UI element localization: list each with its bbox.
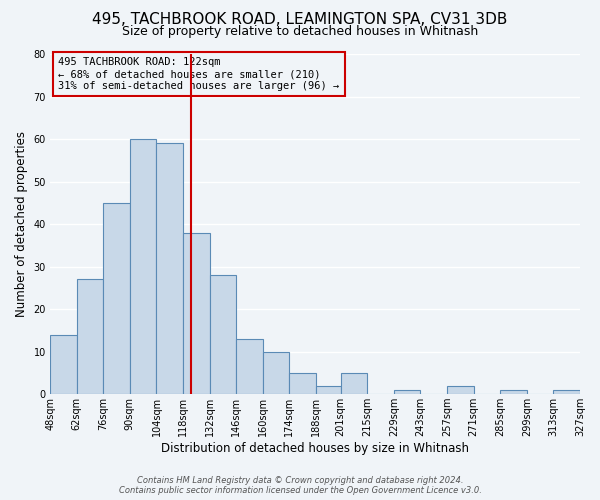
- Bar: [77, 280, 103, 394]
- Bar: [157, 144, 183, 394]
- Text: Size of property relative to detached houses in Whitnash: Size of property relative to detached ho…: [122, 25, 478, 38]
- Bar: [500, 390, 527, 394]
- Bar: [263, 352, 289, 394]
- Bar: [103, 203, 130, 394]
- Text: Contains HM Land Registry data © Crown copyright and database right 2024.
Contai: Contains HM Land Registry data © Crown c…: [119, 476, 481, 495]
- Bar: [236, 339, 263, 394]
- Text: 495, TACHBROOK ROAD, LEAMINGTON SPA, CV31 3DB: 495, TACHBROOK ROAD, LEAMINGTON SPA, CV3…: [92, 12, 508, 28]
- Bar: [341, 373, 367, 394]
- X-axis label: Distribution of detached houses by size in Whitnash: Distribution of detached houses by size …: [161, 442, 469, 455]
- Y-axis label: Number of detached properties: Number of detached properties: [15, 131, 28, 317]
- Bar: [394, 390, 421, 394]
- Bar: [316, 386, 341, 394]
- Bar: [553, 390, 580, 394]
- Text: 495 TACHBROOK ROAD: 122sqm
← 68% of detached houses are smaller (210)
31% of sem: 495 TACHBROOK ROAD: 122sqm ← 68% of deta…: [58, 58, 339, 90]
- Bar: [289, 373, 316, 394]
- Bar: [130, 139, 157, 394]
- Bar: [50, 334, 77, 394]
- Bar: [183, 232, 209, 394]
- Bar: [209, 275, 236, 394]
- Bar: [447, 386, 473, 394]
